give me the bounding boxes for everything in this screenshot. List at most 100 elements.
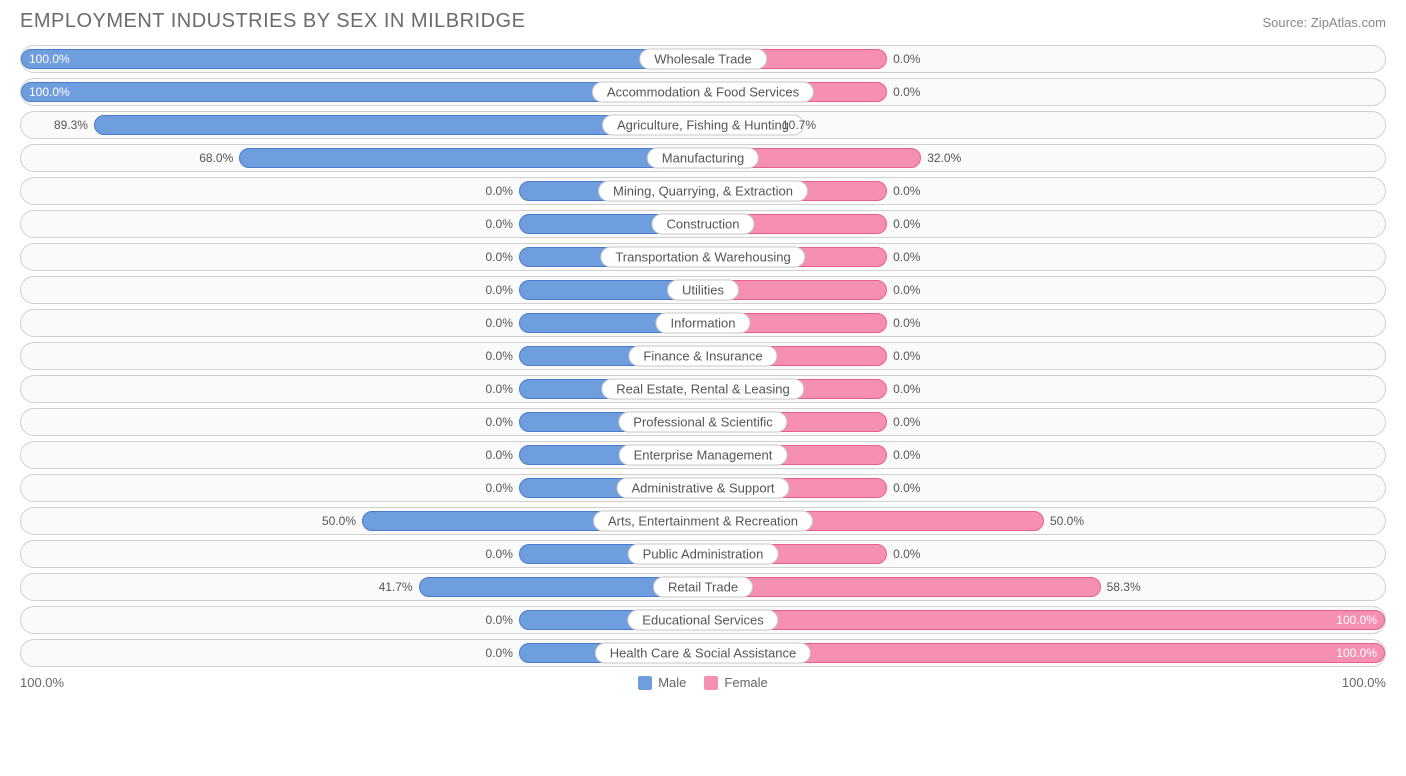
category-label: Real Estate, Rental & Leasing bbox=[601, 379, 804, 400]
chart-source: Source: ZipAtlas.com bbox=[1262, 15, 1386, 30]
chart-row: Administrative & Support 0.0% 0.0% bbox=[20, 474, 1386, 502]
category-label: Health Care & Social Assistance bbox=[595, 643, 811, 664]
chart-row: Manufacturing68.0%32.0% bbox=[20, 144, 1386, 172]
male-pct-label: 0.0% bbox=[486, 547, 513, 561]
category-label: Mining, Quarrying, & Extraction bbox=[598, 181, 808, 202]
axis-right-label: 100.0% bbox=[1342, 675, 1386, 690]
legend-swatch-male bbox=[638, 676, 652, 690]
category-label: Agriculture, Fishing & Hunting bbox=[602, 115, 804, 136]
male-pct-label: 0.0% bbox=[486, 349, 513, 363]
female-pct-label: 0.0% bbox=[893, 316, 920, 330]
female-pct-label: 0.0% bbox=[893, 283, 920, 297]
chart-row: Educational Services 0.0% 100.0% bbox=[20, 606, 1386, 634]
chart-row: Arts, Entertainment & Recreation50.0%50.… bbox=[20, 507, 1386, 535]
legend-item-male: Male bbox=[638, 675, 686, 690]
male-pct-label: 0.0% bbox=[486, 250, 513, 264]
bar-track: Information0.0%0.0% bbox=[20, 309, 1386, 337]
female-pct-label: 100.0% bbox=[1336, 646, 1377, 660]
female-pct-label: 0.0% bbox=[893, 349, 920, 363]
chart-row: Utilities0.0%0.0% bbox=[20, 276, 1386, 304]
male-pct-label: 0.0% bbox=[486, 448, 513, 462]
female-pct-label: 0.0% bbox=[893, 481, 920, 495]
category-label: Transportation & Warehousing bbox=[600, 247, 805, 268]
category-label: Professional & Scientific bbox=[618, 412, 787, 433]
bar-track: Finance & Insurance0.0%0.0% bbox=[20, 342, 1386, 370]
chart-row: Agriculture, Fishing & Hunting 89.3% 10.7% bbox=[20, 111, 1386, 139]
male-bar bbox=[239, 148, 703, 168]
female-pct-label: 0.0% bbox=[893, 52, 920, 66]
male-pct-label: 41.7% bbox=[379, 580, 413, 594]
category-label: Public Administration bbox=[628, 544, 779, 565]
chart-title: EMPLOYMENT INDUSTRIES BY SEX IN MILBRIDG… bbox=[20, 10, 525, 33]
male-pct-label: 0.0% bbox=[486, 646, 513, 660]
female-pct-label: 50.0% bbox=[1050, 514, 1084, 528]
axis-left-label: 100.0% bbox=[20, 675, 64, 690]
chart-area: Wholesale Trade 100.0% 0.0% Accommodation &… bbox=[20, 45, 1386, 667]
bar-track: Manufacturing68.0%32.0% bbox=[20, 144, 1386, 172]
legend-swatch-female bbox=[704, 676, 718, 690]
male-bar bbox=[21, 49, 703, 69]
bar-track: Professional & Scientific 0.0% 0.0% bbox=[20, 408, 1386, 436]
male-pct-label: 68.0% bbox=[199, 151, 233, 165]
bar-track: Real Estate, Rental & Leasing 0.0% 0.0% bbox=[20, 375, 1386, 403]
chart-row: Accommodation & Food Services100.0%0.0% bbox=[20, 78, 1386, 106]
chart-footer: 100.0% Male Female 100.0% bbox=[20, 675, 1386, 690]
female-pct-label: 100.0% bbox=[1336, 613, 1377, 627]
chart-row: Public Administration 0.0% 0.0% bbox=[20, 540, 1386, 568]
bar-track: Retail Trade 41.7% 58.3% bbox=[20, 573, 1386, 601]
category-label: Enterprise Management bbox=[619, 445, 788, 466]
male-pct-label: 100.0% bbox=[29, 85, 70, 99]
bar-track: Construction0.0%0.0% bbox=[20, 210, 1386, 238]
male-pct-label: 50.0% bbox=[322, 514, 356, 528]
bar-track: Health Care & Social Assistance 0.0% 100.0… bbox=[20, 639, 1386, 667]
chart-header: EMPLOYMENT INDUSTRIES BY SEX IN MILBRIDG… bbox=[20, 10, 1386, 33]
chart-row: Wholesale Trade 100.0% 0.0% bbox=[20, 45, 1386, 73]
chart-row: Enterprise Management 0.0% 0.0% bbox=[20, 441, 1386, 469]
bar-track: Utilities0.0%0.0% bbox=[20, 276, 1386, 304]
female-pct-label: 32.0% bbox=[927, 151, 961, 165]
female-pct-label: 0.0% bbox=[893, 184, 920, 198]
male-pct-label: 0.0% bbox=[486, 382, 513, 396]
legend-label-male: Male bbox=[658, 675, 686, 690]
male-pct-label: 89.3% bbox=[54, 118, 88, 132]
legend: Male Female bbox=[638, 675, 768, 690]
category-label: Educational Services bbox=[627, 610, 778, 631]
category-label: Construction bbox=[652, 214, 755, 235]
male-pct-label: 0.0% bbox=[486, 481, 513, 495]
legend-item-female: Female bbox=[704, 675, 767, 690]
chart-row: Information0.0%0.0% bbox=[20, 309, 1386, 337]
male-pct-label: 0.0% bbox=[486, 184, 513, 198]
bar-track: Mining, Quarrying, & Extraction 0.0% 0.0% bbox=[20, 177, 1386, 205]
female-pct-label: 0.0% bbox=[893, 382, 920, 396]
bar-track: Public Administration 0.0% 0.0% bbox=[20, 540, 1386, 568]
male-pct-label: 100.0% bbox=[29, 52, 70, 66]
category-label: Utilities bbox=[667, 280, 739, 301]
category-label: Wholesale Trade bbox=[639, 49, 767, 70]
female-pct-label: 10.7% bbox=[782, 118, 816, 132]
chart-row: Health Care & Social Assistance 0.0% 100.0… bbox=[20, 639, 1386, 667]
chart-row: Retail Trade 41.7% 58.3% bbox=[20, 573, 1386, 601]
male-pct-label: 0.0% bbox=[486, 613, 513, 627]
chart-row: Transportation & Warehousing0.0%0.0% bbox=[20, 243, 1386, 271]
female-bar bbox=[703, 577, 1101, 597]
category-label: Administrative & Support bbox=[616, 478, 789, 499]
bar-track: Wholesale Trade 100.0% 0.0% bbox=[20, 45, 1386, 73]
male-pct-label: 0.0% bbox=[486, 316, 513, 330]
bar-track: Accommodation & Food Services100.0%0.0% bbox=[20, 78, 1386, 106]
female-pct-label: 0.0% bbox=[893, 547, 920, 561]
category-label: Retail Trade bbox=[653, 577, 753, 598]
category-label: Accommodation & Food Services bbox=[592, 82, 814, 103]
female-pct-label: 58.3% bbox=[1107, 580, 1141, 594]
bar-track: Enterprise Management 0.0% 0.0% bbox=[20, 441, 1386, 469]
chart-row: Construction0.0%0.0% bbox=[20, 210, 1386, 238]
chart-row: Finance & Insurance0.0%0.0% bbox=[20, 342, 1386, 370]
female-pct-label: 0.0% bbox=[893, 448, 920, 462]
bar-track: Arts, Entertainment & Recreation50.0%50.… bbox=[20, 507, 1386, 535]
male-pct-label: 0.0% bbox=[486, 415, 513, 429]
bar-track: Administrative & Support 0.0% 0.0% bbox=[20, 474, 1386, 502]
bar-track: Transportation & Warehousing0.0%0.0% bbox=[20, 243, 1386, 271]
chart-row: Professional & Scientific 0.0% 0.0% bbox=[20, 408, 1386, 436]
female-pct-label: 0.0% bbox=[893, 415, 920, 429]
bar-track: Educational Services 0.0% 100.0% bbox=[20, 606, 1386, 634]
female-pct-label: 0.0% bbox=[893, 217, 920, 231]
